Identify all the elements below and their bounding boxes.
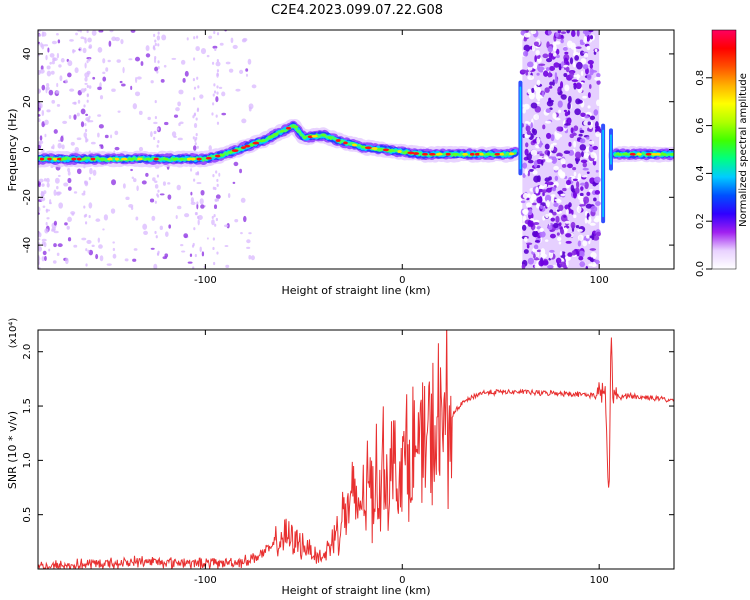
spectrogram-noise xyxy=(38,30,257,269)
colorbar-tick-label: 0.8 xyxy=(695,70,706,86)
spectrogram-y-tick-label: 0 xyxy=(22,146,33,152)
colorbar-label: Normalized spectral amplitude xyxy=(738,73,749,227)
snr-x-tick-label: 0 xyxy=(399,575,405,586)
colorbar-tick-label: 0.2 xyxy=(695,213,706,229)
spectrogram-x-axis-label: Height of straight line (km) xyxy=(281,284,430,297)
colorbar-tick-label: 0.6 xyxy=(695,118,706,134)
colorbar-tick-label: 0.4 xyxy=(695,165,706,181)
snr-x-tick-label: 100 xyxy=(590,575,609,586)
spectrogram-edge-spikes xyxy=(518,80,613,224)
spectrogram-panel: -100 0 100 -40 -20 0 20 40 Height of straight l… xyxy=(6,29,675,297)
snr-y-axis-label: SNR (10 * v/v) xyxy=(6,411,19,489)
spectrogram-y-tick-label: -40 xyxy=(22,237,33,253)
snr-frame xyxy=(37,329,675,570)
snr-x-axis-label: Height of straight line (km) xyxy=(281,584,430,597)
colorbar: 0.0 0.2 0.4 0.6 0.8 Normalized spectral ampl… xyxy=(695,29,749,277)
snr-y-tick-label: 1.5 xyxy=(22,398,33,414)
snr-y-multiplier: (x10⁴) xyxy=(8,318,19,349)
snr-panel: -100 0 100 0.5 1.0 1.5 2.0 Height of straight … xyxy=(6,318,675,597)
spectrogram-ridge-after xyxy=(607,145,674,163)
spectrogram-frame xyxy=(37,29,675,270)
colorbar-scale xyxy=(711,29,737,270)
snr-y-tick-label: 0.5 xyxy=(22,507,33,523)
spectrogram-noise-band xyxy=(519,30,602,269)
figure-title: C2E4.2023.099.07.22.G08 xyxy=(271,3,443,18)
spectrogram-y-tick-label: -20 xyxy=(22,189,33,205)
spectrogram-x-tick-label: 0 xyxy=(399,275,405,286)
spectrogram-y-tick-label: 40 xyxy=(22,48,33,61)
snr-y-tick-label: 2.0 xyxy=(22,344,33,360)
snr-plot-area xyxy=(38,330,674,569)
spectrogram-x-tick-label: 100 xyxy=(590,275,609,286)
snr-y-tick-label: 1.0 xyxy=(22,452,33,468)
spectrogram-ridge xyxy=(38,119,523,168)
colorbar-tick-label: 0.0 xyxy=(695,261,706,277)
spectrogram-x-tick-label: -100 xyxy=(194,275,217,286)
snr-series-line xyxy=(38,330,674,569)
spectrogram-y-tick-label: 20 xyxy=(22,95,33,108)
spectrogram-y-axis-label: Frequency (Hz) xyxy=(6,109,19,192)
snr-x-tick-label: -100 xyxy=(194,575,217,586)
